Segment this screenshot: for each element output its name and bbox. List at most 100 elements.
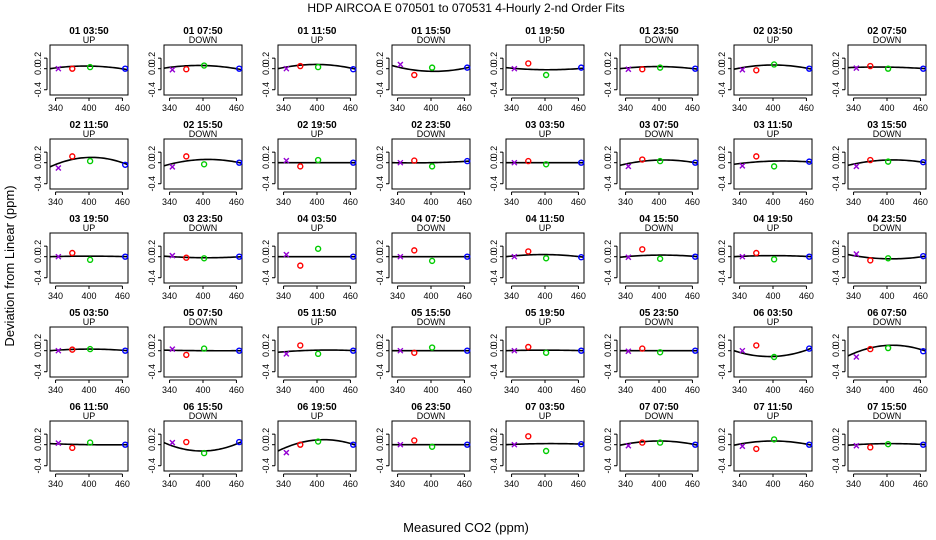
panel-direction: DOWN (189, 35, 218, 45)
panel-frame (733, 44, 813, 96)
x-axis: 340 400 460 (48, 191, 130, 207)
y-tick-label: 0.2 (831, 52, 841, 65)
x-tick-label: 400 (765, 103, 780, 113)
y-tick-label: -0.4 (147, 364, 157, 380)
data-point (525, 343, 532, 351)
x-tick-label: 340 (618, 385, 633, 395)
data-point (692, 253, 699, 260)
y-tick-label: -0.4 (489, 270, 499, 286)
y-tick-label: 0.0 (261, 438, 271, 451)
panel-direction: UP (767, 35, 780, 45)
y-tick-label: 0.0 (261, 344, 271, 357)
data-point (753, 445, 760, 453)
panel-frame (163, 420, 243, 472)
panel-frame (505, 420, 585, 472)
y-tick-label: -0.4 (489, 364, 499, 380)
panel-direction: DOWN (417, 411, 446, 421)
y-axis: -0.4 0.00.2 (603, 52, 618, 97)
panel-direction: DOWN (189, 411, 218, 421)
x-axis: 340 400 460 (390, 97, 472, 113)
panel-title: 01 11:50 (298, 26, 337, 37)
x-tick-label: 340 (846, 197, 861, 207)
y-tick-label: 0.0 (261, 250, 271, 263)
data-point (183, 66, 190, 73)
x-axis: 340 400 460 (618, 191, 700, 207)
panel-frame (391, 138, 471, 190)
x-tick-label: 340 (732, 385, 747, 395)
y-tick-label: -0.4 (603, 270, 613, 286)
panel-title: 03 23:50 (183, 214, 223, 225)
data-point (297, 163, 304, 170)
fit-curve (619, 254, 699, 259)
data-point (464, 253, 471, 260)
panel-title: 02 11:50 (70, 120, 109, 131)
y-axis: -0.4 0.00.2 (831, 146, 846, 191)
x-tick-label: 340 (162, 479, 177, 489)
x-axis: 340 400 460 (162, 473, 244, 489)
x-tick-label: 340 (390, 479, 405, 489)
fit-curve (277, 438, 357, 452)
data-point (464, 347, 471, 354)
data-point (867, 62, 874, 70)
panel-direction: UP (539, 35, 552, 45)
data-point (692, 65, 699, 72)
x-tick-label: 400 (765, 291, 780, 301)
data-point (542, 161, 550, 168)
x-tick-label: 460 (229, 197, 244, 207)
y-tick-label: 0.2 (375, 428, 385, 441)
y-tick-label: -0.4 (717, 364, 727, 380)
x-tick-label: 460 (343, 197, 358, 207)
y-axis: -0.4 0.00.2 (717, 146, 732, 191)
y-tick-label: 0.2 (603, 52, 613, 65)
y-tick-label: 0.0 (375, 344, 385, 357)
x-tick-label: 400 (309, 103, 324, 113)
data-point (283, 350, 290, 357)
x-tick-label: 460 (457, 479, 472, 489)
fit-curve (49, 156, 129, 168)
x-axis: 340 400 460 (48, 379, 130, 395)
data-point (920, 158, 927, 166)
y-axis: -0.4 0.00.2 (603, 146, 618, 191)
y-axis: -0.4 0.00.2 (33, 146, 48, 191)
x-tick-label: 340 (504, 291, 519, 301)
x-tick-label: 340 (732, 291, 747, 301)
y-axis: -0.4 0.00.2 (717, 240, 732, 285)
y-axis: -0.4 0.00.2 (831, 334, 846, 379)
panel-direction: UP (311, 411, 324, 421)
panel-title: 06 23:50 (411, 402, 451, 413)
data-point (739, 253, 746, 260)
y-tick-label: 0.0 (375, 250, 385, 263)
panel-direction: UP (539, 129, 552, 139)
panel-frame (277, 232, 357, 284)
y-axis: -0.4 0.00.2 (717, 428, 732, 473)
panel-title: 06 11:50 (70, 402, 109, 413)
y-tick-label: 0.2 (147, 52, 157, 65)
panel-title: 05 23:50 (639, 308, 679, 319)
panel-direction: UP (83, 317, 96, 327)
x-tick-label: 460 (343, 479, 358, 489)
y-tick-label: 0.2 (261, 428, 271, 441)
x-tick-label: 460 (229, 385, 244, 395)
x-tick-label: 340 (48, 197, 63, 207)
data-point (867, 156, 874, 164)
x-tick-label: 400 (765, 479, 780, 489)
y-tick-label: 0.0 (147, 344, 157, 357)
x-tick-label: 400 (195, 479, 210, 489)
panel-direction: DOWN (645, 223, 674, 233)
data-point (69, 153, 76, 160)
y-tick-label: 0.0 (603, 62, 613, 75)
data-point (55, 65, 62, 72)
x-tick-label: 340 (276, 197, 291, 207)
data-point (920, 252, 927, 260)
y-tick-label: 0.0 (147, 156, 157, 169)
data-point (770, 353, 778, 361)
y-axis: -0.4 0.00.2 (603, 428, 618, 473)
y-tick-label: 0.2 (489, 334, 499, 347)
panel-direction: UP (83, 411, 96, 421)
data-point (806, 158, 813, 165)
panel-frame (163, 138, 243, 190)
